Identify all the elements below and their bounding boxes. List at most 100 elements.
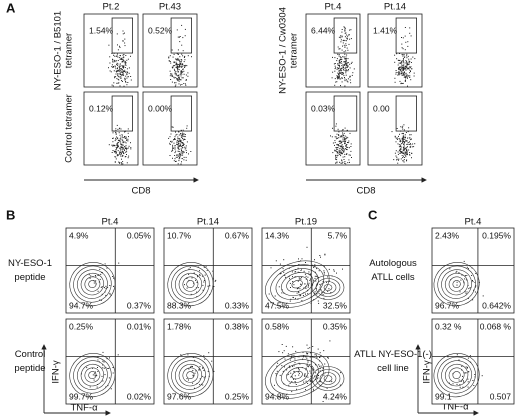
event-dot: [93, 379, 95, 381]
event-dot: [402, 142, 404, 144]
event-dot: [116, 62, 118, 64]
event-dot: [286, 369, 288, 371]
event-dot: [404, 152, 406, 154]
event-dot: [316, 357, 318, 359]
event-dot: [181, 136, 183, 138]
event-dot: [125, 148, 126, 149]
event-dot: [314, 259, 315, 261]
event-dot: [178, 65, 180, 67]
event-dot: [409, 141, 410, 143]
event-dot: [404, 149, 406, 151]
event-dot: [398, 67, 400, 69]
contour: [286, 367, 309, 384]
event-dot: [278, 351, 280, 353]
event-dot: [117, 60, 119, 61]
event-dot: [327, 276, 329, 278]
event-dot: [194, 387, 195, 389]
event-dot: [120, 68, 122, 70]
event-dot: [176, 140, 178, 142]
event-dot: [402, 82, 404, 84]
event-dot: [176, 143, 178, 145]
event-dot: [335, 147, 337, 149]
event-dot: [395, 155, 397, 157]
event-dot: [406, 151, 408, 153]
event-dot: [331, 381, 333, 383]
event-dot: [344, 28, 346, 29]
event-dot: [188, 279, 190, 281]
event-dot: [396, 158, 398, 160]
axis-label: CD8: [131, 186, 150, 197]
event-dot: [125, 62, 127, 64]
event-dot: [338, 60, 340, 62]
event-dot: [176, 59, 178, 61]
event-dot: [280, 273, 282, 274]
event-dot: [397, 162, 399, 164]
event-dot: [175, 66, 177, 68]
event-dot: [119, 85, 121, 87]
event-dot: [121, 144, 123, 146]
event-dot: [116, 143, 118, 145]
event-dot: [396, 137, 398, 139]
event-dot: [177, 70, 179, 72]
event-dot: [340, 142, 342, 144]
event-dot: [215, 279, 217, 281]
event-dot: [345, 45, 347, 46]
event-dot: [334, 68, 336, 70]
event-dot: [106, 267, 108, 269]
event-dot: [336, 151, 338, 153]
event-dot: [405, 66, 407, 68]
event-dot: [174, 139, 176, 140]
event-dot: [178, 146, 180, 147]
event-dot: [313, 368, 315, 370]
event-dot: [347, 35, 349, 37]
event-dot: [120, 154, 122, 155]
event-dot: [181, 152, 183, 154]
event-dot: [467, 381, 469, 383]
event-dot: [185, 149, 187, 151]
row-label: ATLL NY-ESO-1(-): [354, 349, 432, 360]
event-dot: [341, 140, 343, 142]
event-dot: [341, 29, 343, 30]
contour: [323, 375, 333, 382]
event-dot: [408, 149, 410, 151]
event-dot: [290, 298, 292, 300]
event-dot: [405, 79, 406, 81]
event-dot: [342, 66, 344, 68]
event-dot: [169, 61, 171, 62]
event-dot: [191, 365, 193, 367]
event-dot: [122, 73, 124, 75]
event-dot: [335, 150, 337, 152]
event-dot: [340, 372, 342, 374]
event-dot: [184, 134, 186, 135]
axis-label: TNF-α: [441, 402, 469, 413]
event-dot: [315, 280, 317, 282]
event-dot: [97, 290, 99, 292]
event-dot: [307, 366, 309, 367]
event-dot: [93, 282, 95, 284]
event-dot: [175, 61, 177, 63]
event-dot: [124, 42, 126, 44]
event-dot: [187, 354, 189, 356]
event-dot: [341, 73, 342, 75]
event-dot: [345, 148, 347, 150]
event-dot: [177, 74, 179, 76]
event-dot: [407, 67, 409, 69]
event-dot: [281, 289, 283, 291]
event-dot: [179, 79, 181, 81]
event-dot: [181, 151, 183, 153]
event-dot: [175, 73, 177, 75]
row-label: ATLL cells: [371, 272, 415, 283]
event-dot: [406, 60, 408, 62]
event-dot: [305, 293, 306, 295]
event-dot: [122, 144, 124, 146]
event-dot: [119, 152, 120, 154]
event-dot: [115, 76, 117, 78]
event-dot: [331, 136, 333, 138]
event-dot: [121, 155, 123, 157]
event-dot: [404, 67, 406, 69]
event-dot: [125, 55, 127, 56]
quadrant-value: 97.6%: [167, 391, 192, 401]
event-dot: [178, 64, 180, 66]
event-dot: [401, 133, 403, 135]
event-dot: [337, 144, 339, 146]
